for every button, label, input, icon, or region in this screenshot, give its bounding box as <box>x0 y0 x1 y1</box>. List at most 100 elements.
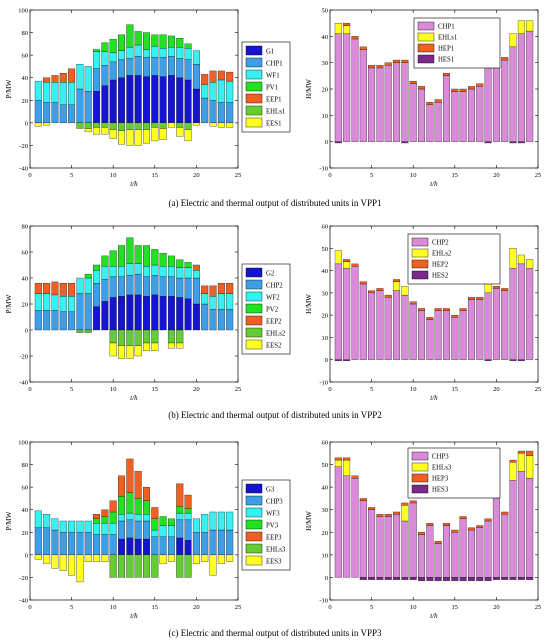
bar-CHP3-t15 <box>151 536 159 556</box>
bar-WF3-t22 <box>209 511 217 531</box>
bar-CHP1-t16 <box>159 57 167 77</box>
bar-EHLs2-t2 <box>343 261 351 269</box>
bar-EHLs1-t6 <box>76 122 84 129</box>
x-tick-label: 10 <box>110 604 117 611</box>
bar-CHP1-t14 <box>442 75 450 142</box>
bar-CHP3-t16 <box>159 536 167 556</box>
bar-HEP2-t14 <box>442 308 450 311</box>
legend-label-EEP3: EEP3 <box>266 535 282 542</box>
x-tick-label: 5 <box>370 386 373 393</box>
bar-CHP2-t23 <box>517 263 525 360</box>
x-axis-label: t/h <box>430 394 438 402</box>
bar-CHP1-t18 <box>176 58 184 78</box>
y-tick-label: -40 <box>19 598 28 605</box>
bar-G1-t19 <box>184 79 192 124</box>
chart-panel-b-left: -40 -20 0 20 40 60 80 0 5 10 15 20 25 t/h P/MW G2 CHP2 WF… <box>5 224 291 402</box>
bar-HEP3-t6 <box>376 514 384 517</box>
bar-CHP2-t9 <box>401 294 409 360</box>
bar-PV2-t7 <box>84 273 92 279</box>
bar-CHP3-t1 <box>334 466 342 578</box>
bar-EEP2-t20 <box>192 264 200 271</box>
bar-HEP2-t15 <box>451 314 459 318</box>
bar-G3-t12 <box>126 537 134 556</box>
legend-label-HES1: HES1 <box>438 57 454 64</box>
bar-G3-t13 <box>134 538 142 556</box>
bar-CHP3-t5 <box>68 532 76 556</box>
bar-G1-t18 <box>176 77 184 123</box>
bar-EES1-t24 <box>226 122 234 128</box>
bar-HEP2-t5 <box>368 290 376 294</box>
bar-CHP2-t4 <box>59 311 67 331</box>
bar-HES3-t17 <box>467 577 475 581</box>
legend-label-CHP2: CHP2 <box>266 283 283 290</box>
bar-WF3-t21 <box>201 514 209 533</box>
bar-EEP2-t2 <box>43 283 51 294</box>
bar-CHP1-t17 <box>167 56 175 76</box>
bar-CHP1-t1 <box>334 33 342 142</box>
bar-EHLs2-t7 <box>84 329 92 333</box>
bar-CHP2-t15 <box>451 317 459 360</box>
y-tick-label: 20 <box>322 530 329 537</box>
bar-HES3-t5 <box>368 577 376 580</box>
bar-CHP3-t19 <box>484 520 492 578</box>
legend-swatch-PV1 <box>245 81 263 92</box>
plot-frame <box>329 441 539 601</box>
x-tick-label: 15 <box>152 604 159 611</box>
bar-WF1-t20 <box>192 50 200 65</box>
bar-WF3-t12 <box>126 512 134 521</box>
caption-vpp1: (a) Electric and thermal output of distr… <box>168 198 382 208</box>
bar-EHLs1-t11 <box>118 122 126 131</box>
x-tick-label: 15 <box>452 604 459 611</box>
bar-CHP2-t2 <box>43 310 51 331</box>
bar-WF1-t9 <box>101 51 109 66</box>
bar-PV3-t14 <box>142 500 150 515</box>
legend-label-CHP3: CHP3 <box>432 454 449 461</box>
bar-CHP1-t8 <box>393 62 401 142</box>
bar-WF2-t15 <box>151 264 159 276</box>
bar-EHLs1-t9 <box>101 122 109 128</box>
bar-EHLs1-t13 <box>134 122 142 130</box>
bar-CHP2-t13 <box>434 310 442 360</box>
bar-WF2-t7 <box>84 277 92 294</box>
y-tick-label: 20 <box>22 302 29 309</box>
y-tick-label: 40 <box>322 34 329 41</box>
bar-EHLs3-t1 <box>334 459 342 467</box>
x-tick-label: 20 <box>493 386 500 393</box>
bar-HEP2-t17 <box>467 297 475 300</box>
legend-swatch-HEP1 <box>417 43 435 53</box>
bar-G2-t13 <box>134 294 142 331</box>
legend-swatch-EEP1 <box>245 93 263 104</box>
legend-label-WF2: WF2 <box>266 295 280 302</box>
legend-swatch-CHP2 <box>411 237 429 247</box>
bar-CHP3-t9 <box>401 520 409 578</box>
x-tick-label: 5 <box>370 604 373 611</box>
bar-CHP3-t10 <box>409 502 417 578</box>
bar-EES2-t12 <box>126 345 134 359</box>
bar-CHP1-t10 <box>409 83 417 142</box>
bar-CHP3-t3 <box>51 529 59 556</box>
bar-CHP1-t19 <box>184 59 192 81</box>
bar-CHP1-t21 <box>501 59 509 142</box>
bar-EHLs2-t17 <box>167 329 175 344</box>
bar-EEP1-t3 <box>51 75 59 83</box>
bar-PV3-t18 <box>176 506 184 514</box>
bar-G2-t16 <box>159 296 167 331</box>
legend-label-WF1: WF1 <box>266 73 280 80</box>
legend-swatch-CHP3 <box>245 495 263 506</box>
bar-PV2-t15 <box>151 249 159 266</box>
y-tick-label: 40 <box>22 507 29 514</box>
bar-EES1-t9 <box>101 127 109 135</box>
bar-WF2-t10 <box>109 266 117 277</box>
bar-EES2-t15 <box>151 342 159 351</box>
bar-HES3-t20 <box>492 577 500 580</box>
bar-WF2-t18 <box>176 267 184 279</box>
legend-label-PV1: PV1 <box>266 85 278 92</box>
bar-WF3-t8 <box>93 523 101 535</box>
bar-EEP3-t14 <box>142 486 150 501</box>
bar-CHP3-t18 <box>476 527 484 578</box>
bar-CHP2-t21 <box>501 290 509 360</box>
bar-EES3-t4 <box>59 554 67 571</box>
bar-G2-t12 <box>126 294 134 331</box>
bar-WF2-t16 <box>159 266 167 277</box>
